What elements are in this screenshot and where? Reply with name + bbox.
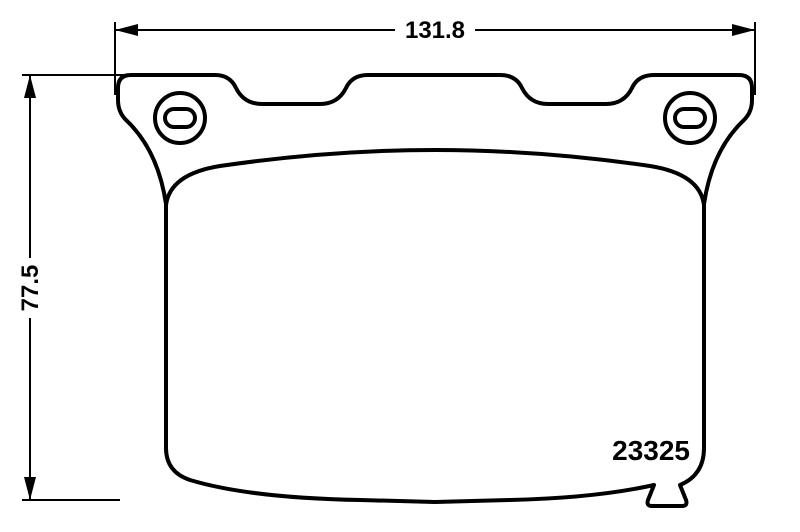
part-number: 23325 bbox=[612, 435, 690, 466]
arrow-left bbox=[115, 24, 138, 36]
arrow-right bbox=[732, 24, 755, 36]
mount-hole-left bbox=[155, 93, 205, 143]
arrow-bottom bbox=[24, 477, 36, 500]
mount-hole-right bbox=[665, 93, 715, 143]
dim-width-label: 131.8 bbox=[405, 17, 465, 44]
pad-inner-line bbox=[166, 150, 704, 205]
dim-height-label: 77.5 bbox=[17, 265, 44, 312]
arrow-top bbox=[24, 75, 36, 98]
